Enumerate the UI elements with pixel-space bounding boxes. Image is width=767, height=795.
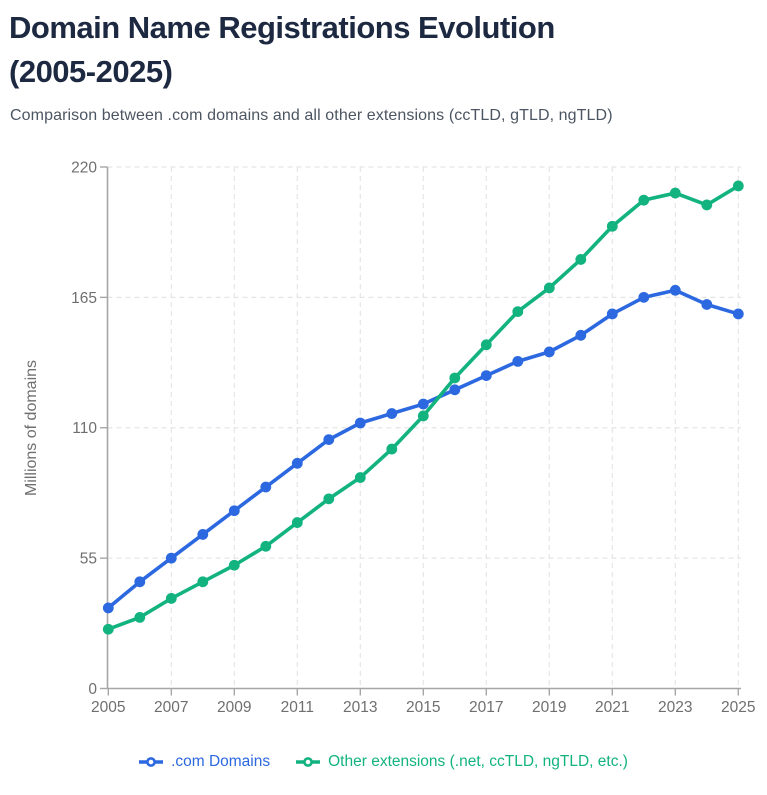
data-point[interactable]	[638, 291, 650, 303]
data-point[interactable]	[260, 481, 272, 493]
data-point[interactable]	[291, 517, 303, 528]
data-point[interactable]	[323, 434, 335, 445]
y-tick-label: 165	[71, 290, 97, 307]
legend-marker-icon	[296, 757, 321, 767]
chart-subtitle: Comparison between .com domains and all …	[10, 107, 613, 124]
data-point[interactable]	[606, 308, 618, 320]
legend-item[interactable]: .com Domains	[139, 753, 270, 771]
data-point[interactable]	[669, 187, 681, 199]
y-axis-ticks: 0 55 110 165 220	[71, 159, 108, 698]
data-point[interactable]	[669, 284, 681, 296]
legend-item[interactable]: Other extensions (.net, ccTLD, ngTLD, et…	[296, 753, 628, 771]
data-point[interactable]	[386, 443, 398, 455]
data-point[interactable]	[512, 306, 524, 317]
data-point[interactable]	[732, 180, 744, 192]
data-point[interactable]	[606, 220, 618, 232]
data-point[interactable]	[228, 559, 240, 571]
data-point[interactable]	[701, 299, 713, 310]
series-other[interactable]	[102, 180, 744, 635]
data-point[interactable]	[102, 602, 114, 614]
series-com[interactable]	[102, 284, 744, 614]
data-point[interactable]	[732, 308, 744, 320]
data-point[interactable]	[134, 576, 146, 588]
legend-label: .com Domains	[171, 753, 271, 770]
x-tick-label: 2007	[154, 699, 188, 716]
x-tick-label: 2015	[406, 699, 440, 716]
data-point[interactable]	[417, 398, 429, 410]
line-chart[interactable]: 0 55 110 165 220 2005 2007 2009 2011 2013 2015 2017…	[0, 150, 767, 750]
data-point[interactable]	[575, 254, 587, 265]
data-point[interactable]	[260, 540, 272, 552]
data-point[interactable]	[543, 282, 555, 294]
data-point[interactable]	[197, 529, 209, 540]
data-point[interactable]	[165, 552, 177, 564]
data-point[interactable]	[386, 408, 398, 419]
legend-label: Other extensions (.net, ccTLD, ngTLD, et…	[328, 753, 628, 770]
x-tick-label: 2019	[532, 699, 566, 716]
data-point[interactable]	[165, 593, 177, 604]
data-point[interactable]	[291, 457, 303, 469]
x-tick-label: 2025	[721, 699, 755, 716]
data-point[interactable]	[354, 417, 366, 429]
y-tick-label: 220	[71, 159, 97, 176]
x-tick-label: 2017	[469, 699, 503, 716]
x-tick-label: 2005	[91, 699, 125, 716]
data-point[interactable]	[134, 611, 146, 623]
data-point[interactable]	[638, 194, 650, 206]
data-point[interactable]	[417, 410, 429, 422]
data-point[interactable]	[701, 199, 713, 211]
data-point[interactable]	[543, 346, 555, 358]
y-tick-label: 0	[88, 681, 97, 698]
data-point[interactable]	[512, 355, 524, 367]
data-point[interactable]	[102, 623, 114, 635]
data-point[interactable]	[197, 576, 209, 588]
x-tick-label: 2013	[343, 699, 377, 716]
y-tick-label: 110	[72, 420, 97, 437]
data-point[interactable]	[480, 339, 492, 351]
title-line-2: (2005-2025)	[9, 54, 173, 89]
data-point[interactable]	[575, 329, 587, 341]
data-point[interactable]	[449, 384, 461, 396]
page-title: Domain Name Registrations Evolution (200…	[0, 0, 767, 94]
data-point[interactable]	[354, 472, 366, 483]
x-axis-ticks: 2005 2007 2009 2011 2013 2015 2017 2019 2021 2023…	[91, 688, 756, 716]
legend-marker-icon	[139, 757, 164, 767]
data-point[interactable]	[323, 493, 335, 505]
y-tick-label: 55	[80, 551, 97, 568]
title-line-1: Domain Name Registrations Evolution	[9, 10, 555, 45]
data-point[interactable]	[228, 505, 240, 517]
data-point[interactable]	[449, 372, 461, 384]
x-tick-label: 2009	[217, 699, 251, 716]
x-tick-label: 2021	[595, 699, 629, 716]
data-point[interactable]	[480, 370, 492, 381]
gridlines	[107, 166, 741, 689]
x-tick-label: 2011	[281, 699, 314, 716]
y-axis-title: Millions of domains	[23, 360, 40, 496]
chart-legend: .com Domains Other extensions (.net, ccTL…	[0, 753, 767, 771]
x-tick-label: 2023	[658, 699, 692, 716]
